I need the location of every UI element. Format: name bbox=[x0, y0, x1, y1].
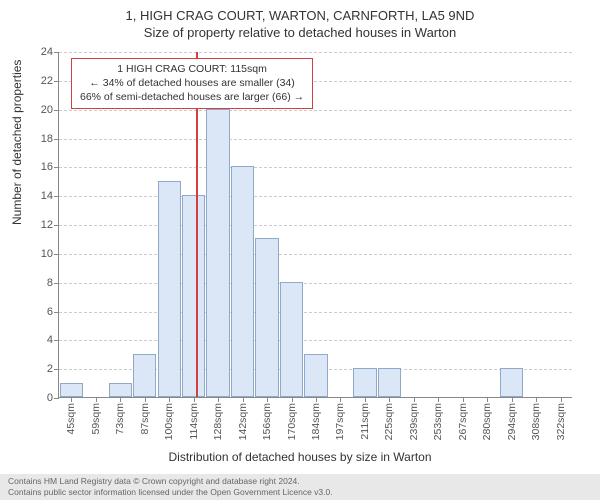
x-tick-mark bbox=[243, 397, 244, 402]
footer-line-1: Contains HM Land Registry data © Crown c… bbox=[8, 476, 592, 487]
y-tick-label: 6 bbox=[47, 306, 59, 318]
x-tick-mark bbox=[438, 397, 439, 402]
x-tick-mark bbox=[512, 397, 513, 402]
x-tick-label: 128sqm bbox=[212, 403, 224, 440]
x-tick-mark bbox=[536, 397, 537, 402]
x-tick-label: 59sqm bbox=[90, 403, 102, 435]
x-tick-label: 87sqm bbox=[139, 403, 151, 435]
x-tick-mark bbox=[365, 397, 366, 402]
y-tick-label: 0 bbox=[47, 392, 59, 404]
annotation-line: ← 34% of detached houses are smaller (34… bbox=[80, 76, 304, 90]
x-tick-mark bbox=[218, 397, 219, 402]
bar bbox=[280, 282, 303, 397]
grid-line bbox=[59, 52, 572, 53]
bar bbox=[500, 368, 523, 397]
y-tick-label: 24 bbox=[41, 46, 59, 58]
x-tick-mark bbox=[169, 397, 170, 402]
x-tick-mark bbox=[561, 397, 562, 402]
bar bbox=[182, 195, 205, 397]
y-tick-label: 10 bbox=[41, 248, 59, 260]
grid-line bbox=[59, 167, 572, 168]
bar bbox=[255, 238, 278, 397]
x-tick-mark bbox=[463, 397, 464, 402]
grid-line bbox=[59, 225, 572, 226]
x-tick-mark bbox=[316, 397, 317, 402]
x-tick-label: 239sqm bbox=[408, 403, 420, 440]
y-tick-label: 20 bbox=[41, 104, 59, 116]
title-block: 1, HIGH CRAG COURT, WARTON, CARNFORTH, L… bbox=[0, 0, 600, 40]
grid-line bbox=[59, 312, 572, 313]
x-tick-label: 156sqm bbox=[261, 403, 273, 440]
x-tick-label: 308sqm bbox=[530, 403, 542, 440]
x-tick-mark bbox=[389, 397, 390, 402]
y-tick-label: 14 bbox=[41, 190, 59, 202]
chart-container: 1, HIGH CRAG COURT, WARTON, CARNFORTH, L… bbox=[0, 0, 600, 500]
x-tick-label: 197sqm bbox=[334, 403, 346, 440]
x-tick-mark bbox=[267, 397, 268, 402]
x-tick-label: 114sqm bbox=[188, 403, 200, 440]
x-tick-mark bbox=[145, 397, 146, 402]
x-tick-label: 267sqm bbox=[457, 403, 469, 440]
footer-line-2: Contains public sector information licen… bbox=[8, 487, 592, 498]
x-tick-mark bbox=[120, 397, 121, 402]
x-axis-title: Distribution of detached houses by size … bbox=[0, 450, 600, 464]
y-tick-label: 2 bbox=[47, 363, 59, 375]
y-tick-label: 22 bbox=[41, 75, 59, 87]
x-tick-label: 253sqm bbox=[432, 403, 444, 440]
x-tick-label: 170sqm bbox=[286, 403, 298, 440]
x-tick-label: 142sqm bbox=[237, 403, 249, 440]
x-tick-label: 280sqm bbox=[481, 403, 493, 440]
bar bbox=[133, 354, 156, 397]
bar bbox=[60, 383, 83, 397]
title-line-1: 1, HIGH CRAG COURT, WARTON, CARNFORTH, L… bbox=[0, 8, 600, 23]
y-tick-label: 12 bbox=[41, 219, 59, 231]
annotation-box: 1 HIGH CRAG COURT: 115sqm← 34% of detach… bbox=[71, 58, 313, 109]
annotation-line: 66% of semi-detached houses are larger (… bbox=[80, 90, 304, 104]
y-tick-label: 8 bbox=[47, 277, 59, 289]
grid-line bbox=[59, 196, 572, 197]
x-tick-label: 184sqm bbox=[310, 403, 322, 440]
x-tick-label: 100sqm bbox=[163, 403, 175, 440]
y-tick-label: 4 bbox=[47, 334, 59, 346]
attribution-footer: Contains HM Land Registry data © Crown c… bbox=[0, 474, 600, 500]
bar bbox=[378, 368, 401, 397]
x-tick-mark bbox=[71, 397, 72, 402]
bar bbox=[304, 354, 327, 397]
x-tick-label: 73sqm bbox=[114, 403, 126, 435]
y-tick-label: 18 bbox=[41, 133, 59, 145]
x-tick-label: 45sqm bbox=[65, 403, 77, 435]
x-tick-mark bbox=[340, 397, 341, 402]
x-tick-mark bbox=[487, 397, 488, 402]
y-axis-title: Number of detached properties bbox=[10, 60, 24, 225]
grid-line bbox=[59, 110, 572, 111]
y-tick-label: 16 bbox=[41, 161, 59, 173]
x-tick-label: 294sqm bbox=[506, 403, 518, 440]
x-tick-mark bbox=[292, 397, 293, 402]
grid-line bbox=[59, 139, 572, 140]
bar bbox=[109, 383, 132, 397]
bar bbox=[231, 166, 254, 397]
grid-line bbox=[59, 254, 572, 255]
bar bbox=[206, 109, 229, 397]
grid-line bbox=[59, 340, 572, 341]
annotation-line: 1 HIGH CRAG COURT: 115sqm bbox=[80, 62, 304, 76]
bar bbox=[353, 368, 376, 397]
x-tick-label: 211sqm bbox=[359, 403, 371, 440]
x-tick-mark bbox=[194, 397, 195, 402]
title-line-2: Size of property relative to detached ho… bbox=[0, 25, 600, 40]
grid-line bbox=[59, 283, 572, 284]
bar bbox=[158, 181, 181, 397]
plot-area: 02468101214161820222445sqm59sqm73sqm87sq… bbox=[58, 52, 572, 398]
x-tick-label: 322sqm bbox=[555, 403, 567, 440]
x-tick-mark bbox=[96, 397, 97, 402]
x-tick-mark bbox=[414, 397, 415, 402]
x-tick-label: 225sqm bbox=[383, 403, 395, 440]
